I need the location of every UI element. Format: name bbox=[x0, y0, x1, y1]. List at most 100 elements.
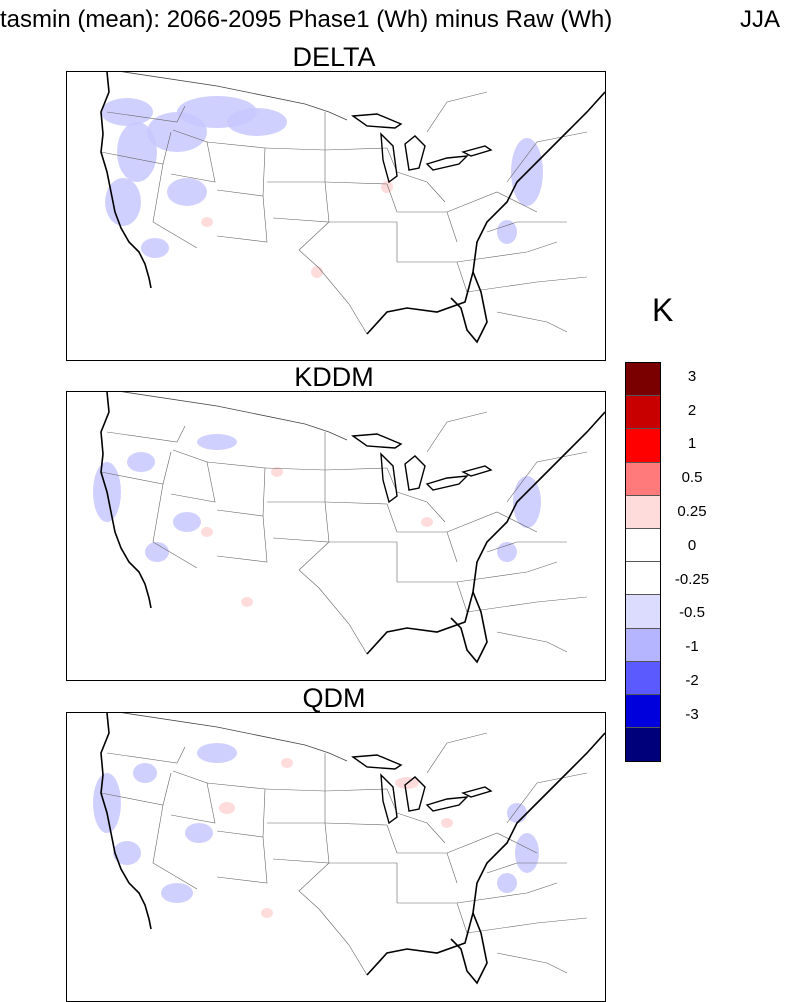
state-border bbox=[486, 221, 567, 233]
state-border bbox=[216, 195, 268, 243]
state-border bbox=[396, 171, 446, 203]
state-border bbox=[324, 822, 398, 854]
great-lake bbox=[380, 452, 398, 504]
colorbar-tick-label: -0.25 bbox=[674, 570, 710, 588]
negative-anomaly-region bbox=[105, 178, 141, 226]
state-border bbox=[466, 276, 588, 293]
state-border bbox=[329, 862, 398, 903]
great-lake bbox=[351, 113, 403, 129]
state-border bbox=[106, 105, 186, 123]
state-border bbox=[426, 91, 488, 133]
great-lake bbox=[404, 455, 426, 491]
colorbar-tick-label: 1 bbox=[687, 435, 697, 453]
national-border bbox=[121, 392, 348, 441]
negative-anomaly-region bbox=[513, 476, 541, 528]
positive-anomaly-region bbox=[219, 802, 235, 814]
state-border bbox=[170, 129, 216, 183]
state-border bbox=[106, 746, 186, 764]
great-lake bbox=[404, 776, 426, 812]
state-border bbox=[456, 241, 558, 263]
state-border bbox=[456, 882, 558, 904]
colorbar-tick-label: 3 bbox=[687, 367, 697, 385]
state-border bbox=[446, 832, 538, 854]
state-border bbox=[506, 772, 588, 824]
state-border bbox=[206, 782, 266, 838]
state-border bbox=[324, 501, 398, 533]
negative-anomaly-region bbox=[197, 434, 237, 450]
state-border bbox=[272, 181, 330, 223]
state-border bbox=[324, 467, 398, 493]
state-border bbox=[272, 822, 330, 864]
state-border bbox=[152, 804, 198, 890]
state-border bbox=[206, 141, 266, 197]
map-panel-qdm bbox=[66, 712, 606, 1002]
coastline bbox=[450, 271, 488, 344]
national-border bbox=[121, 713, 348, 762]
great-lake bbox=[380, 132, 398, 184]
state-border bbox=[426, 732, 488, 774]
colorbar-swatch bbox=[626, 628, 660, 662]
colorbar-swatch bbox=[626, 462, 660, 496]
great-lake bbox=[425, 475, 469, 491]
great-lake bbox=[404, 135, 426, 171]
negative-anomaly-region bbox=[113, 841, 141, 865]
state-border bbox=[506, 131, 588, 183]
positive-anomaly-region bbox=[441, 818, 453, 828]
state-border bbox=[216, 515, 268, 563]
negative-anomaly-region bbox=[117, 122, 157, 182]
state-border bbox=[396, 491, 446, 523]
state-border bbox=[397, 211, 458, 243]
state-border bbox=[397, 531, 458, 563]
positive-anomaly-region bbox=[311, 266, 323, 278]
negative-anomaly-region bbox=[497, 220, 517, 244]
great-lake bbox=[461, 465, 493, 477]
us-map bbox=[100, 72, 605, 344]
state-border bbox=[170, 770, 216, 824]
state-border bbox=[446, 511, 538, 533]
state-border bbox=[486, 541, 567, 553]
state-border bbox=[298, 221, 368, 335]
positive-anomaly-region bbox=[271, 467, 283, 477]
great-lake bbox=[461, 786, 493, 798]
colorbar-tick-label: -2 bbox=[685, 672, 699, 689]
colorbar bbox=[625, 362, 661, 763]
colorbar-tick-label: 2 bbox=[687, 401, 697, 419]
state-border bbox=[496, 631, 568, 653]
state-border bbox=[496, 311, 568, 333]
state-border bbox=[152, 163, 198, 249]
negative-anomaly-region bbox=[167, 178, 207, 206]
state-border bbox=[397, 902, 468, 934]
colorbar-tick-label: 0.25 bbox=[677, 503, 707, 520]
colorbar-swatch bbox=[626, 429, 660, 463]
negative-anomaly-region bbox=[227, 108, 287, 136]
great-lake bbox=[425, 796, 469, 812]
great-lake bbox=[461, 145, 493, 157]
great-lake bbox=[351, 433, 403, 449]
great-lake bbox=[425, 155, 469, 171]
colorbar-unit-label: K bbox=[652, 292, 674, 328]
panel-title-qdm: QDM bbox=[302, 683, 366, 713]
negative-anomaly-region bbox=[507, 803, 527, 823]
state-border bbox=[456, 561, 558, 583]
state-border bbox=[324, 181, 398, 213]
positive-anomaly-region bbox=[201, 527, 213, 537]
state-border bbox=[170, 449, 216, 503]
negative-anomaly-region bbox=[497, 542, 517, 562]
negative-anomaly-region bbox=[497, 873, 517, 893]
negative-anomaly-region bbox=[147, 112, 207, 152]
state-border bbox=[264, 788, 326, 824]
figure-title-text: tasmin (mean): 2066-2095 Phase1 (Wh) min… bbox=[0, 6, 613, 33]
great-lake bbox=[380, 773, 398, 825]
state-border bbox=[397, 581, 468, 613]
positive-anomaly-region bbox=[241, 597, 253, 607]
map-panel-kddm bbox=[66, 391, 606, 681]
coastline bbox=[450, 591, 488, 664]
state-border bbox=[272, 501, 330, 543]
state-border bbox=[426, 411, 488, 453]
state-border bbox=[397, 852, 458, 884]
state-border bbox=[396, 812, 446, 844]
colorbar-swatch bbox=[626, 528, 660, 563]
colorbar-tick-label: 0 bbox=[687, 536, 697, 554]
colorbar-swatch bbox=[626, 495, 660, 529]
negative-anomaly-region bbox=[101, 98, 153, 126]
